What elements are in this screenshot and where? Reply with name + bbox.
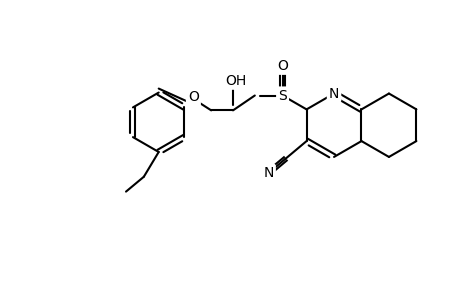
Text: O: O — [276, 59, 287, 73]
Text: OH: OH — [225, 74, 246, 88]
Text: N: N — [328, 86, 338, 100]
Text: S: S — [278, 88, 286, 103]
Text: O: O — [188, 91, 198, 104]
Text: N: N — [263, 166, 273, 180]
